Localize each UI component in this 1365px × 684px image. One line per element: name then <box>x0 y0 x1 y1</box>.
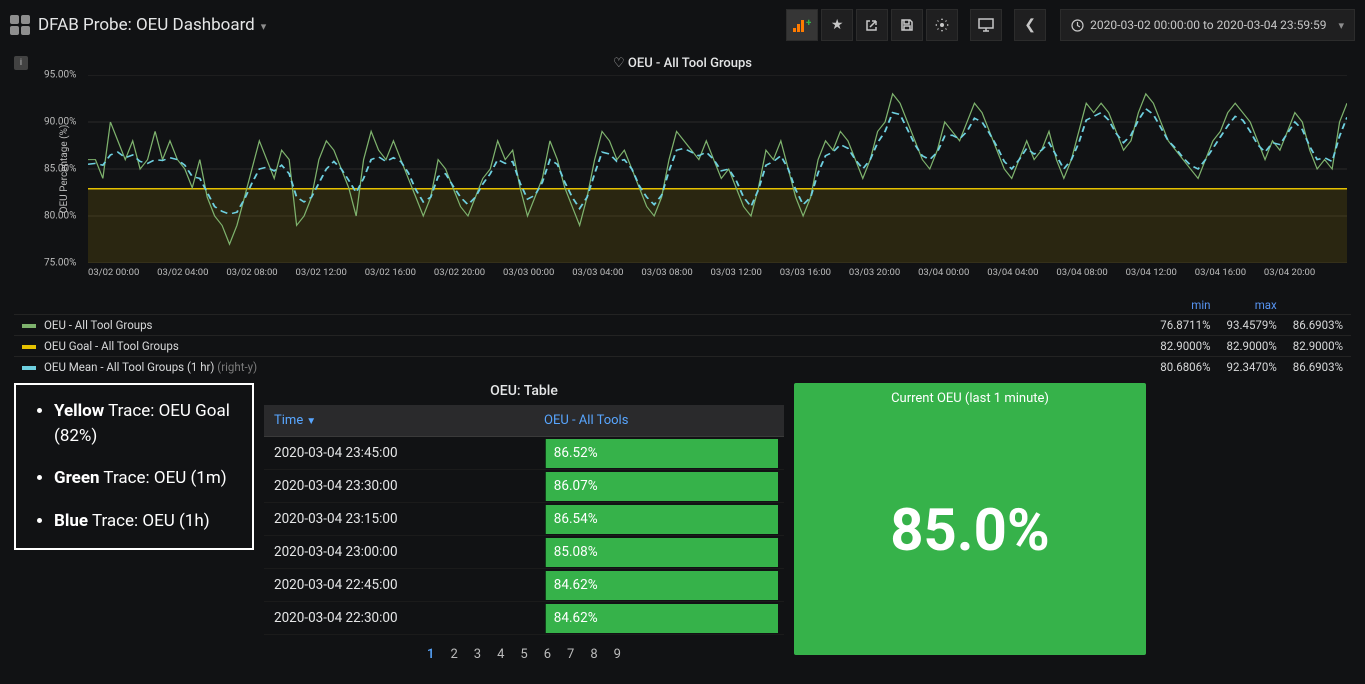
legend-col-max[interactable]: max <box>1219 296 1285 315</box>
page-2[interactable]: 2 <box>442 647 465 662</box>
table-row[interactable]: 2020-03-04 23:00:0085.08% <box>264 536 784 569</box>
sort-desc-icon: ▼ <box>306 416 316 427</box>
table-col-time[interactable]: Time▼ <box>274 413 544 428</box>
table-header: Time▼ OEU - All Tools <box>264 405 784 437</box>
oeu-table-panel: OEU: Table Time▼ OEU - All Tools 2020-03… <box>264 383 784 662</box>
x-ticks: 03/02 00:0003/02 04:0003/02 08:0003/02 1… <box>88 267 1333 278</box>
page-9[interactable]: 9 <box>606 647 629 662</box>
legend-row[interactable]: OEU - All Tool Groups76.8711%93.4579%86.… <box>14 315 1351 336</box>
add-panel-button[interactable]: + <box>786 9 818 41</box>
legend-table: min max OEU - All Tool Groups76.8711%93.… <box>14 296 1351 377</box>
time-back-button[interactable]: ❮ <box>1014 9 1046 41</box>
heart-icon: ♡ <box>613 56 625 71</box>
dashboard-grid-icon[interactable] <box>10 15 30 35</box>
y-ticks: 75.00%80.00%85.00%90.00%95.00% <box>44 75 84 263</box>
table-col-value[interactable]: OEU - All Tools <box>544 413 774 428</box>
chevron-down-icon: ▾ <box>1338 19 1344 32</box>
stat-title: Current OEU (last 1 minute) <box>891 391 1049 406</box>
page-3[interactable]: 3 <box>466 647 489 662</box>
svg-text:+: + <box>806 18 811 29</box>
tv-mode-button[interactable] <box>970 9 1002 41</box>
legend-col-min[interactable]: min <box>1152 296 1218 315</box>
legend-row[interactable]: OEU Mean - All Tool Groups (1 hr) (right… <box>14 357 1351 378</box>
save-button[interactable] <box>891 9 923 41</box>
table-row[interactable]: 2020-03-04 22:45:0084.62% <box>264 569 784 602</box>
table-row[interactable]: 2020-03-04 23:30:0086.07% <box>264 470 784 503</box>
page-8[interactable]: 8 <box>582 647 605 662</box>
trace-notes-overlay: Yellow Trace: OEU Goal (82%) Green Trace:… <box>14 383 254 550</box>
page-1[interactable]: 1 <box>419 647 442 662</box>
dashboard-title[interactable]: DFAB Probe: OEU Dashboard▾ <box>38 15 266 35</box>
time-range-text: 2020-03-02 00:00:00 to 2020-03-04 23:59:… <box>1090 18 1326 32</box>
share-button[interactable] <box>856 9 888 41</box>
star-button[interactable]: ★ <box>821 9 853 41</box>
page-6[interactable]: 6 <box>536 647 559 662</box>
page-7[interactable]: 7 <box>559 647 582 662</box>
page-5[interactable]: 5 <box>512 647 535 662</box>
settings-button[interactable] <box>926 9 958 41</box>
info-icon[interactable]: i <box>14 56 28 70</box>
chart-panel: i ♡ OEU - All Tool Groups OEU Percentage… <box>0 50 1365 282</box>
table-row[interactable]: 2020-03-04 23:15:0086.54% <box>264 503 784 536</box>
current-oeu-stat: Current OEU (last 1 minute) 85.0% <box>794 383 1146 655</box>
topbar: DFAB Probe: OEU Dashboard▾ + ★ ❮ 2020-03… <box>0 0 1365 50</box>
chevron-down-icon: ▾ <box>261 20 267 33</box>
clock-icon <box>1071 19 1084 32</box>
chart-title: ♡ OEU - All Tool Groups <box>14 56 1351 71</box>
note-item: Yellow Trace: OEU Goal (82%) <box>54 399 232 448</box>
note-item: Green Trace: OEU (1m) <box>54 466 232 491</box>
pager: 123456789 <box>264 647 784 662</box>
page-4[interactable]: 4 <box>489 647 512 662</box>
table-row[interactable]: 2020-03-04 22:30:0084.62% <box>264 602 784 635</box>
note-item: Blue Trace: OEU (1h) <box>54 509 232 534</box>
chart-plot[interactable] <box>88 75 1347 263</box>
time-range-picker[interactable]: 2020-03-02 00:00:00 to 2020-03-04 23:59:… <box>1060 9 1355 41</box>
legend-row[interactable]: OEU Goal - All Tool Groups82.9000%82.900… <box>14 336 1351 357</box>
toolbar: + ★ ❮ <box>786 9 1046 41</box>
table-row[interactable]: 2020-03-04 23:45:0086.52% <box>264 437 784 470</box>
table-title: OEU: Table <box>264 383 784 399</box>
stat-value: 85.0% <box>890 406 1050 655</box>
